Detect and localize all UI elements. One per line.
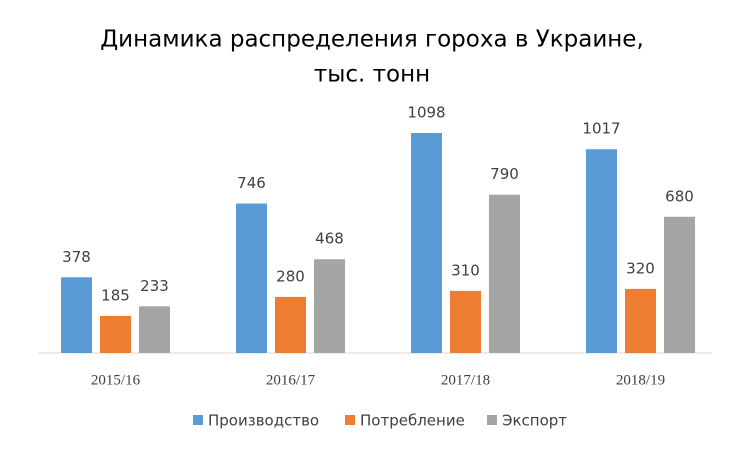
chart-subtitle: тыс. тонн [314, 62, 430, 88]
legend-swatch [487, 415, 497, 425]
data-label: 378 [62, 248, 91, 266]
data-label: 280 [276, 267, 305, 285]
legend-label: Экспорт [502, 412, 567, 430]
bar [61, 277, 92, 353]
data-label: 746 [237, 174, 266, 192]
bar [236, 203, 267, 353]
data-label: 790 [490, 165, 519, 183]
legend-label: Потребление [360, 412, 465, 430]
bar [139, 306, 170, 353]
bar [625, 288, 656, 353]
chart-title: Динамика распределения гороха в Украине, [100, 27, 644, 53]
x-tick-label: 2018/19 [616, 372, 665, 388]
data-label: 320 [626, 259, 655, 277]
data-label: 680 [665, 187, 694, 205]
x-tick-label: 2015/16 [91, 372, 141, 388]
bar [411, 133, 442, 353]
data-label: 310 [451, 261, 480, 279]
x-tick-label: 2016/17 [266, 372, 316, 388]
bar [489, 194, 520, 353]
bar [450, 290, 481, 353]
data-label: 233 [140, 277, 169, 295]
data-label: 185 [101, 286, 130, 304]
data-label: 1098 [407, 104, 445, 122]
bar [664, 216, 695, 353]
data-label: 1017 [582, 120, 620, 138]
legend-swatch [193, 415, 203, 425]
legend-label: Производство [208, 412, 319, 430]
legend-swatch [345, 415, 355, 425]
bar [275, 296, 306, 353]
bar [314, 259, 345, 353]
x-tick-label: 2017/18 [441, 372, 490, 388]
bar [100, 315, 131, 353]
bar [586, 149, 617, 353]
data-label: 468 [315, 230, 344, 248]
